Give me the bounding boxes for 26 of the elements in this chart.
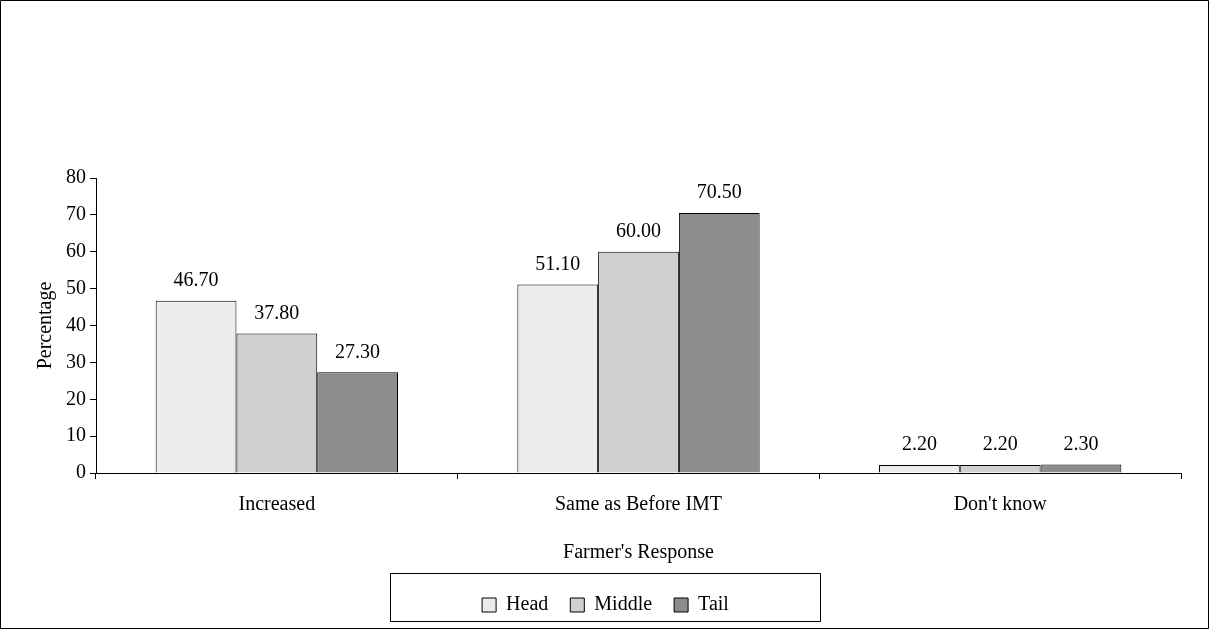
- y-tick-label: 30: [66, 349, 86, 372]
- y-tick-label: 40: [66, 312, 86, 335]
- x-axis-title: Farmer's Response: [563, 540, 715, 564]
- data-label: 2.30: [1063, 431, 1099, 454]
- data-label: 51.10: [535, 251, 581, 274]
- y-tick-label: 80: [66, 165, 86, 188]
- x-tick-label: Don't know: [953, 492, 1048, 515]
- data-label: 60.00: [616, 219, 661, 241]
- data-label: 46.70: [173, 268, 219, 291]
- x-tick-label: Same as Before IMT: [554, 492, 723, 515]
- y-tick-label: 0: [76, 460, 86, 483]
- y-tick-label: 50: [66, 275, 86, 298]
- legend-label: Head: [506, 592, 549, 615]
- y-tick-label: 60: [66, 239, 86, 261]
- data-label: 37.80: [254, 300, 300, 323]
- data-label: 70.50: [696, 180, 742, 203]
- legend-label: Tail: [698, 592, 730, 615]
- y-tick-label: 10: [66, 423, 86, 446]
- y-axis-title: Percentage: [33, 281, 57, 370]
- data-label: 27.30: [335, 339, 381, 362]
- y-tick-label: 20: [66, 386, 86, 409]
- legend-label: Middle: [594, 592, 653, 615]
- data-label: 2.20: [901, 432, 937, 455]
- y-tick-label: 70: [66, 202, 86, 225]
- data-label: 2.20: [982, 432, 1018, 455]
- x-tick-label: Increased: [238, 492, 316, 515]
